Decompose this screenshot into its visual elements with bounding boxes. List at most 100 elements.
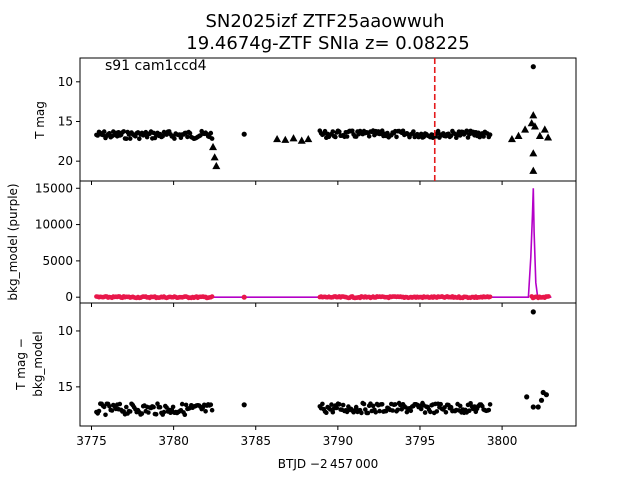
bottom-series-0-point-0 <box>241 402 247 408</box>
bottom-series-0-seg-0-point <box>146 410 151 415</box>
x-tick-label-1: 3780 <box>158 434 189 448</box>
top-series-1-marker-9 <box>514 131 523 139</box>
bottom-series-0-seg-1-point <box>370 403 376 409</box>
x-axis-label: BTJD −2 457 000 <box>278 457 378 471</box>
top-series-0-seg-1-point <box>366 134 372 139</box>
bottom-series-0-seg-0-point <box>157 404 163 410</box>
top-series-1-marker-13 <box>530 122 539 130</box>
top-series-0-seg-0-point <box>185 134 190 140</box>
middle-series-1-seg-1-point <box>487 294 493 300</box>
bottom-series-0-seg-1-point <box>379 402 385 407</box>
x-tick-label-2: 3785 <box>240 434 271 448</box>
bottom-series-0-seg-1-point <box>399 407 405 412</box>
middle-series-1-point-0 <box>241 294 247 300</box>
top-series-1-marker-18 <box>544 133 553 141</box>
ccd-annotation: s91 cam1ccd4 <box>105 58 207 74</box>
y-tick-label-top-1: 15 <box>58 114 73 128</box>
top-series-0-seg-1-point <box>330 129 336 134</box>
top-series-0-seg-0-point <box>172 136 177 141</box>
top-series-1-marker-5 <box>209 142 218 151</box>
top-series-0-seg-1-point <box>411 129 416 134</box>
bottom-series-0-seg-1-point <box>457 403 463 409</box>
top-series-0-seg-0-point <box>127 136 133 141</box>
top-series-1-marker-8 <box>507 134 516 143</box>
bottom-series-0-seg-1-point <box>361 401 367 407</box>
bottom-series-0-seg-1-point <box>359 410 364 416</box>
chart-title: SN2025izf ZTF25aaowwuh <box>205 11 444 32</box>
top-series-1-marker-10 <box>521 125 530 133</box>
top-series-0-seg-0-point <box>124 136 129 141</box>
middle-series-1-seg-0-point <box>209 294 215 299</box>
bottom-series-0-seg-1-point <box>329 402 334 407</box>
bottom-series-0-seg-1-point <box>324 410 329 416</box>
top-series-0-seg-0-point <box>101 129 107 134</box>
bottom-series-0-seg-1-point <box>334 405 340 411</box>
middle-ylabel: bkg_model (purple) <box>6 183 20 300</box>
top-series-0-seg-1-point <box>464 128 470 134</box>
top-series-0-seg-1-point <box>487 132 493 137</box>
bottom-series-0-seg-0-point <box>182 412 188 418</box>
bottom-series-0-seg-0-point <box>109 408 115 413</box>
bottom-series-0-seg-1-point <box>395 407 401 413</box>
top-series-0-point-0 <box>241 131 247 137</box>
top-series-1-marker-16 <box>535 131 544 139</box>
middle-series-1-seg-2-point <box>546 294 551 299</box>
y-tick-label-top-0: 10 <box>58 75 73 89</box>
bottom-series-0-seg-1-point <box>373 410 379 415</box>
top-series-1-marker-6 <box>210 153 219 161</box>
top-series-1-marker-12 <box>529 111 538 119</box>
bottom-series-0-point-1 <box>530 309 536 315</box>
top-series-1-marker-1 <box>281 135 290 143</box>
bottom-series-0-seg-0-point <box>139 411 145 416</box>
chart-subtitle: 19.4674g-ZTF SNIa z= 0.08225 <box>186 33 469 54</box>
bottom-series-0-seg-0-point <box>127 409 133 414</box>
y-tick-label-bottom-0: 10 <box>58 324 73 338</box>
x-tick-label-4: 3795 <box>405 434 436 448</box>
top-series-0-seg-0-point <box>160 133 165 139</box>
top-series-1-marker-14 <box>529 149 538 157</box>
bottom-series-0-point-4 <box>535 404 541 410</box>
y-tick-label-middle-3: 15000 <box>35 181 73 195</box>
top-series-0-seg-1-point <box>418 131 424 137</box>
bottom-series-0-seg-1-point <box>434 409 440 414</box>
top-series-1-marker-17 <box>540 125 549 133</box>
bottom-series-0-seg-1-point <box>365 410 371 416</box>
y-tick-label-middle-1: 5000 <box>42 254 73 268</box>
bottom-series-0-seg-1-point <box>408 408 414 414</box>
top-series-1-marker-11 <box>527 119 536 127</box>
bottom-series-0-seg-1-point <box>392 402 398 407</box>
bottom-series-0-seg-0-point <box>155 401 160 407</box>
bottom-series-0-seg-1-point <box>487 402 493 407</box>
middle-series-0-line <box>96 188 552 299</box>
bottom-series-0-seg-0-point <box>153 412 159 417</box>
y-tick-label-bottom-1: 15 <box>58 380 73 394</box>
bottom-series-0-seg-0-point <box>151 404 156 410</box>
top-series-0-seg-1-point <box>333 134 338 140</box>
top-series-0-seg-0-point <box>208 130 214 136</box>
bottom-series-0-seg-0-point <box>96 408 102 414</box>
top-series-0-seg-1-point <box>435 128 441 134</box>
y-tick-label-middle-0: 0 <box>65 290 73 304</box>
top-series-0-seg-1-point <box>337 129 342 134</box>
top-series-1-marker-4 <box>304 134 313 143</box>
bottom-series-0-seg-0-point <box>179 401 185 407</box>
bottom-series-0-seg-1-point <box>418 406 424 412</box>
bottom-series-0-seg-1-point <box>320 401 325 407</box>
bottom-series-0-seg-0-point <box>209 407 215 413</box>
bottom-series-0-seg-0-point <box>208 402 214 408</box>
top-series-1-marker-0 <box>273 134 282 143</box>
top-series-0-point-1 <box>530 64 536 70</box>
bottom-series-0-seg-1-point <box>486 407 492 413</box>
bottom-series-0-seg-1-point <box>422 410 428 415</box>
top-series-0-seg-1-point <box>457 133 463 138</box>
top-series-0-seg-1-point <box>394 134 399 140</box>
bottom-series-0-seg-0-point <box>203 409 208 414</box>
bottom-series-0-seg-1-point <box>330 409 336 415</box>
top-series-0-seg-1-point <box>344 134 350 139</box>
panel-middle-frame <box>79 180 577 304</box>
bottom-series-0-seg-1-point <box>340 402 346 408</box>
top-series-1-marker-15 <box>529 166 538 174</box>
bottom-ylabel-line2: bkg_model <box>31 331 45 397</box>
panel-top-frame <box>79 57 577 182</box>
